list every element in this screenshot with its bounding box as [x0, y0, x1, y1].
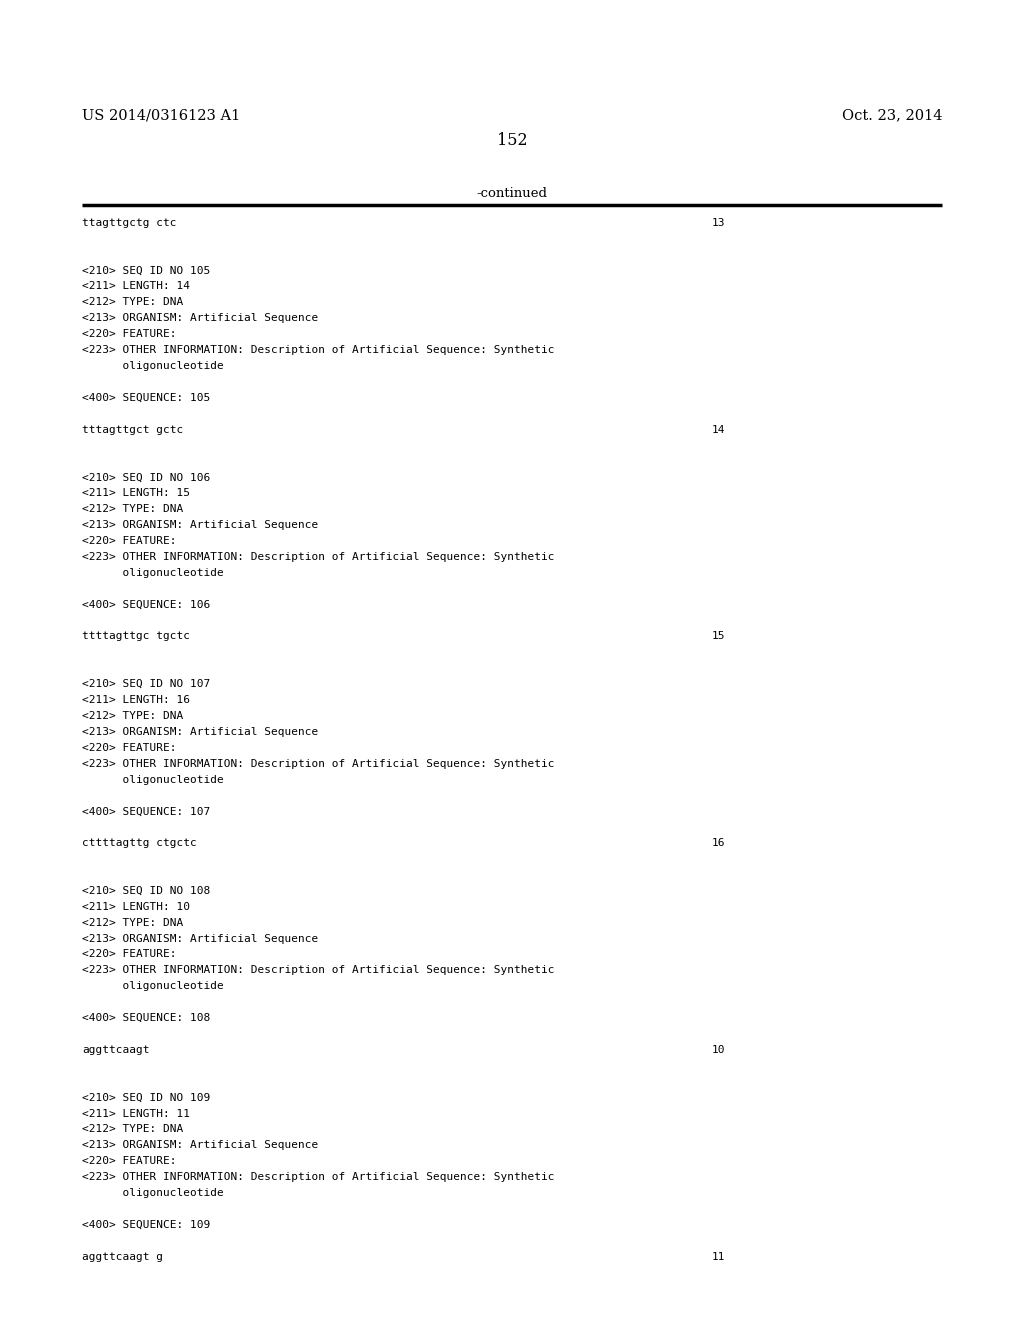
Text: aggttcaagt: aggttcaagt: [82, 1045, 150, 1055]
Text: <400> SEQUENCE: 107: <400> SEQUENCE: 107: [82, 807, 210, 816]
Text: <213> ORGANISM: Artificial Sequence: <213> ORGANISM: Artificial Sequence: [82, 313, 318, 323]
Text: Oct. 23, 2014: Oct. 23, 2014: [842, 108, 942, 123]
Text: <400> SEQUENCE: 106: <400> SEQUENCE: 106: [82, 599, 210, 610]
Text: <212> TYPE: DNA: <212> TYPE: DNA: [82, 917, 183, 928]
Text: <213> ORGANISM: Artificial Sequence: <213> ORGANISM: Artificial Sequence: [82, 933, 318, 944]
Text: <210> SEQ ID NO 106: <210> SEQ ID NO 106: [82, 473, 210, 482]
Text: <223> OTHER INFORMATION: Description of Artificial Sequence: Synthetic: <223> OTHER INFORMATION: Description of …: [82, 759, 554, 768]
Text: <213> ORGANISM: Artificial Sequence: <213> ORGANISM: Artificial Sequence: [82, 520, 318, 531]
Text: <220> FEATURE:: <220> FEATURE:: [82, 949, 176, 960]
Text: <213> ORGANISM: Artificial Sequence: <213> ORGANISM: Artificial Sequence: [82, 1140, 318, 1150]
Text: 15: 15: [712, 631, 725, 642]
Text: 13: 13: [712, 218, 725, 228]
Text: <220> FEATURE:: <220> FEATURE:: [82, 329, 176, 339]
Text: <212> TYPE: DNA: <212> TYPE: DNA: [82, 297, 183, 308]
Text: <400> SEQUENCE: 105: <400> SEQUENCE: 105: [82, 393, 210, 403]
Text: <220> FEATURE:: <220> FEATURE:: [82, 1156, 176, 1167]
Text: <211> LENGTH: 15: <211> LENGTH: 15: [82, 488, 189, 498]
Text: <223> OTHER INFORMATION: Description of Artificial Sequence: Synthetic: <223> OTHER INFORMATION: Description of …: [82, 1172, 554, 1183]
Text: <220> FEATURE:: <220> FEATURE:: [82, 743, 176, 752]
Text: <210> SEQ ID NO 108: <210> SEQ ID NO 108: [82, 886, 210, 896]
Text: ttagttgctg ctc: ttagttgctg ctc: [82, 218, 176, 228]
Text: <400> SEQUENCE: 109: <400> SEQUENCE: 109: [82, 1220, 210, 1230]
Text: 10: 10: [712, 1045, 725, 1055]
Text: <210> SEQ ID NO 109: <210> SEQ ID NO 109: [82, 1093, 210, 1102]
Text: <212> TYPE: DNA: <212> TYPE: DNA: [82, 504, 183, 513]
Text: ttttagttgc tgctc: ttttagttgc tgctc: [82, 631, 189, 642]
Text: 152: 152: [497, 132, 527, 149]
Text: <211> LENGTH: 16: <211> LENGTH: 16: [82, 694, 189, 705]
Text: aggttcaagt g: aggttcaagt g: [82, 1251, 163, 1262]
Text: 16: 16: [712, 838, 725, 849]
Text: <220> FEATURE:: <220> FEATURE:: [82, 536, 176, 546]
Text: tttagttgct gctc: tttagttgct gctc: [82, 425, 183, 434]
Text: oligonucleotide: oligonucleotide: [82, 775, 223, 784]
Text: oligonucleotide: oligonucleotide: [82, 1188, 223, 1199]
Text: oligonucleotide: oligonucleotide: [82, 360, 223, 371]
Text: <211> LENGTH: 14: <211> LENGTH: 14: [82, 281, 189, 292]
Text: oligonucleotide: oligonucleotide: [82, 981, 223, 991]
Text: <223> OTHER INFORMATION: Description of Artificial Sequence: Synthetic: <223> OTHER INFORMATION: Description of …: [82, 345, 554, 355]
Text: US 2014/0316123 A1: US 2014/0316123 A1: [82, 108, 241, 123]
Text: <212> TYPE: DNA: <212> TYPE: DNA: [82, 711, 183, 721]
Text: <213> ORGANISM: Artificial Sequence: <213> ORGANISM: Artificial Sequence: [82, 727, 318, 737]
Text: oligonucleotide: oligonucleotide: [82, 568, 223, 578]
Text: <223> OTHER INFORMATION: Description of Artificial Sequence: Synthetic: <223> OTHER INFORMATION: Description of …: [82, 965, 554, 975]
Text: <400> SEQUENCE: 108: <400> SEQUENCE: 108: [82, 1014, 210, 1023]
Text: <211> LENGTH: 11: <211> LENGTH: 11: [82, 1109, 189, 1118]
Text: <210> SEQ ID NO 107: <210> SEQ ID NO 107: [82, 678, 210, 689]
Text: <223> OTHER INFORMATION: Description of Artificial Sequence: Synthetic: <223> OTHER INFORMATION: Description of …: [82, 552, 554, 562]
Text: 14: 14: [712, 425, 725, 434]
Text: <211> LENGTH: 10: <211> LENGTH: 10: [82, 902, 189, 912]
Text: -continued: -continued: [476, 187, 548, 201]
Text: cttttagttg ctgctc: cttttagttg ctgctc: [82, 838, 197, 849]
Text: <212> TYPE: DNA: <212> TYPE: DNA: [82, 1125, 183, 1134]
Text: 11: 11: [712, 1251, 725, 1262]
Text: <210> SEQ ID NO 105: <210> SEQ ID NO 105: [82, 265, 210, 276]
